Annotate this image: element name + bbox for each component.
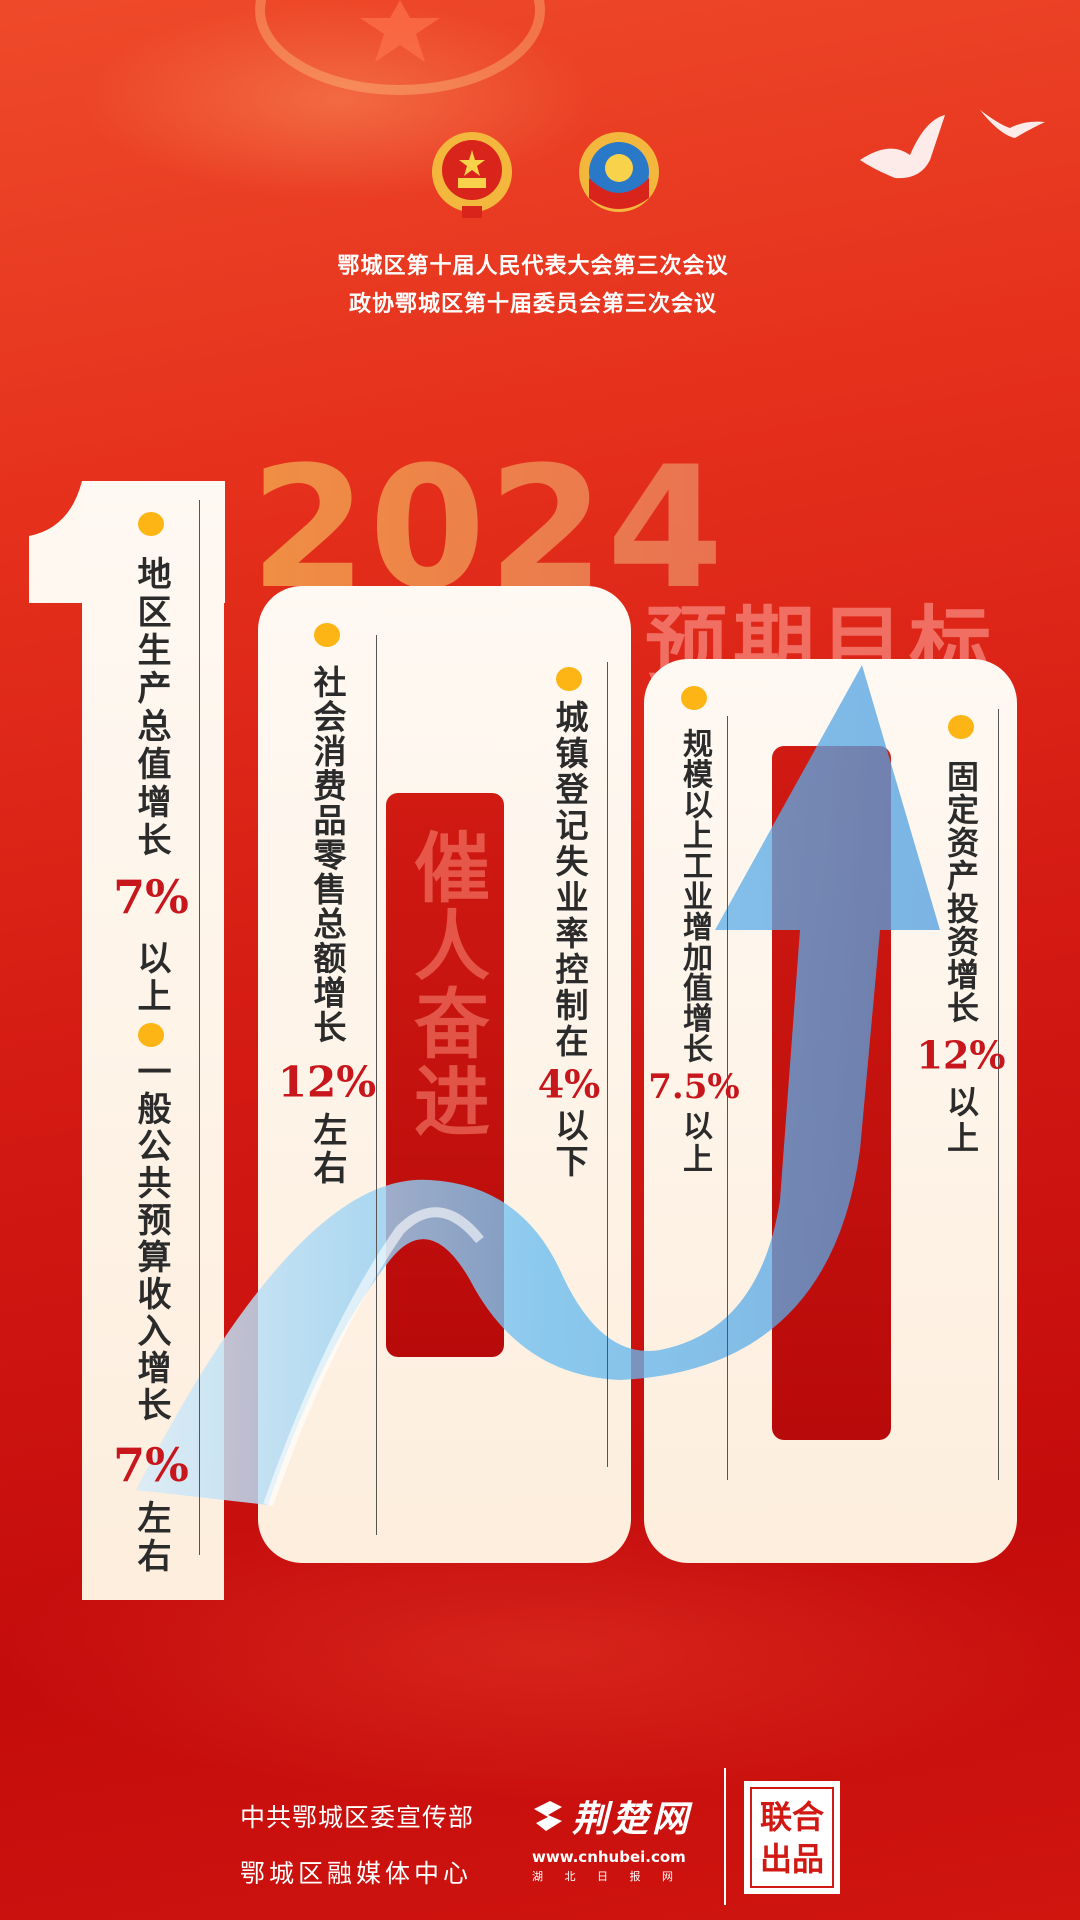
- target-value: 4%: [537, 1061, 601, 1107]
- national-emblem-icon: [432, 132, 512, 218]
- target-value: 7.5%: [648, 1067, 740, 1107]
- column-divider: [998, 709, 999, 1480]
- footer-org-1: 中共鄂城区委宣传部: [240, 1803, 475, 1832]
- column-divider: [199, 500, 200, 1555]
- cnhubei-logo-icon: [534, 1801, 562, 1831]
- star-ceiling-decoration: [255, 0, 545, 95]
- column-divider: [376, 635, 377, 1535]
- meeting-title-1: 鄂城区第十届人民代表大会第三次会议: [337, 254, 729, 279]
- target-label: 地区生产总值增长: [131, 556, 171, 860]
- bullet-dot-icon: [138, 1023, 164, 1047]
- target-value: 12%: [916, 1032, 1006, 1078]
- stamp-line-1: 联合: [759, 1797, 824, 1836]
- target-suffix: 左右: [307, 1112, 347, 1188]
- target-label: 一般公共预算收入增长: [131, 1054, 171, 1424]
- target-label: 社会消费品零售总额增长: [308, 665, 347, 1045]
- stamp-line-2: 出品: [759, 1839, 824, 1878]
- cnhubei-logo: 荆楚网 www.cnhubei.com 湖 北 日 报 网: [532, 1790, 702, 1884]
- logo-url: www.cnhubei.com: [532, 1848, 686, 1866]
- bullet-dot-icon: [556, 667, 582, 691]
- dove-icon: [860, 110, 1045, 179]
- bullet-dot-icon: [681, 686, 707, 710]
- footer-divider: [724, 1768, 726, 1905]
- logo-subtitle: 湖 北 日 报 网: [532, 1870, 682, 1883]
- target-value: 7%: [113, 870, 189, 924]
- slogan: 催人奋进: [401, 828, 490, 1140]
- bullet-dot-icon: [314, 623, 340, 647]
- target-suffix: 左右: [131, 1500, 171, 1576]
- column-divider: [727, 716, 728, 1480]
- target-suffix: 以下: [550, 1108, 589, 1180]
- target-value: 7%: [113, 1438, 189, 1492]
- joint-production-stamp: 联合 出品: [744, 1781, 840, 1894]
- target-label: 城镇登记失业率控制在: [550, 700, 589, 1060]
- target-label: 规模以上工业增加值增长: [677, 728, 712, 1064]
- bullet-dot-icon: [138, 512, 164, 536]
- footer-org-2: 鄂城区融媒体中心: [240, 1859, 473, 1888]
- cppcc-emblem-icon: [579, 132, 659, 212]
- target-value: 12%: [277, 1057, 377, 1107]
- target-suffix: 以上: [942, 1085, 980, 1157]
- column-divider: [607, 662, 608, 1467]
- target-label: 固定资产投资增长: [942, 760, 980, 1024]
- bullet-dot-icon: [948, 715, 974, 739]
- logo-name: 荆楚网: [572, 1798, 693, 1840]
- target-suffix: 以上: [677, 1110, 712, 1176]
- target-suffix: 以上: [131, 940, 171, 1016]
- meeting-title-2: 政协鄂城区第十届委员会第三次会议: [348, 292, 717, 317]
